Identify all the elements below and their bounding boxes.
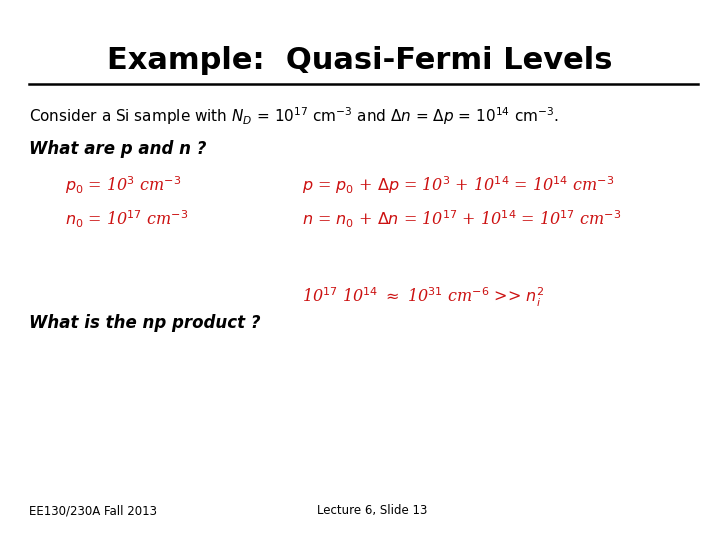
Text: $p$ = $p_0$ + $\Delta p$ = 10$^3$ + 10$^{14}$ = 10$^{14}$ cm$^{-3}$: $p$ = $p_0$ + $\Delta p$ = 10$^3$ + 10$^… [302,174,615,195]
Text: Consider a Si sample with $N_D$ = 10$^{17}$ cm$^{-3}$ and $\Delta n$ = $\Delta p: Consider a Si sample with $N_D$ = 10$^{1… [29,105,559,127]
Text: $n_0$ = 10$^{17}$ cm$^{-3}$: $n_0$ = 10$^{17}$ cm$^{-3}$ [65,208,188,230]
Text: What are p and n ?: What are p and n ? [29,140,206,158]
Text: Lecture 6, Slide 13: Lecture 6, Slide 13 [317,504,427,517]
Text: EE130/230A Fall 2013: EE130/230A Fall 2013 [29,504,157,517]
Text: $p_0$ = 10$^3$ cm$^{-3}$: $p_0$ = 10$^3$ cm$^{-3}$ [65,174,181,195]
Text: Example:  Quasi-Fermi Levels: Example: Quasi-Fermi Levels [107,46,613,75]
Text: $n$ = $n_0$ + $\Delta n$ = 10$^{17}$ + 10$^{14}$ = 10$^{17}$ cm$^{-3}$: $n$ = $n_0$ + $\Delta n$ = 10$^{17}$ + 1… [302,208,622,230]
Text: 10$^{17}$ 10$^{14}$ $\approx$ 10$^{31}$ cm$^{-6}$ >> $n_i^2$: 10$^{17}$ 10$^{14}$ $\approx$ 10$^{31}$ … [302,286,545,309]
Text: What is the np product ?: What is the np product ? [29,314,261,332]
